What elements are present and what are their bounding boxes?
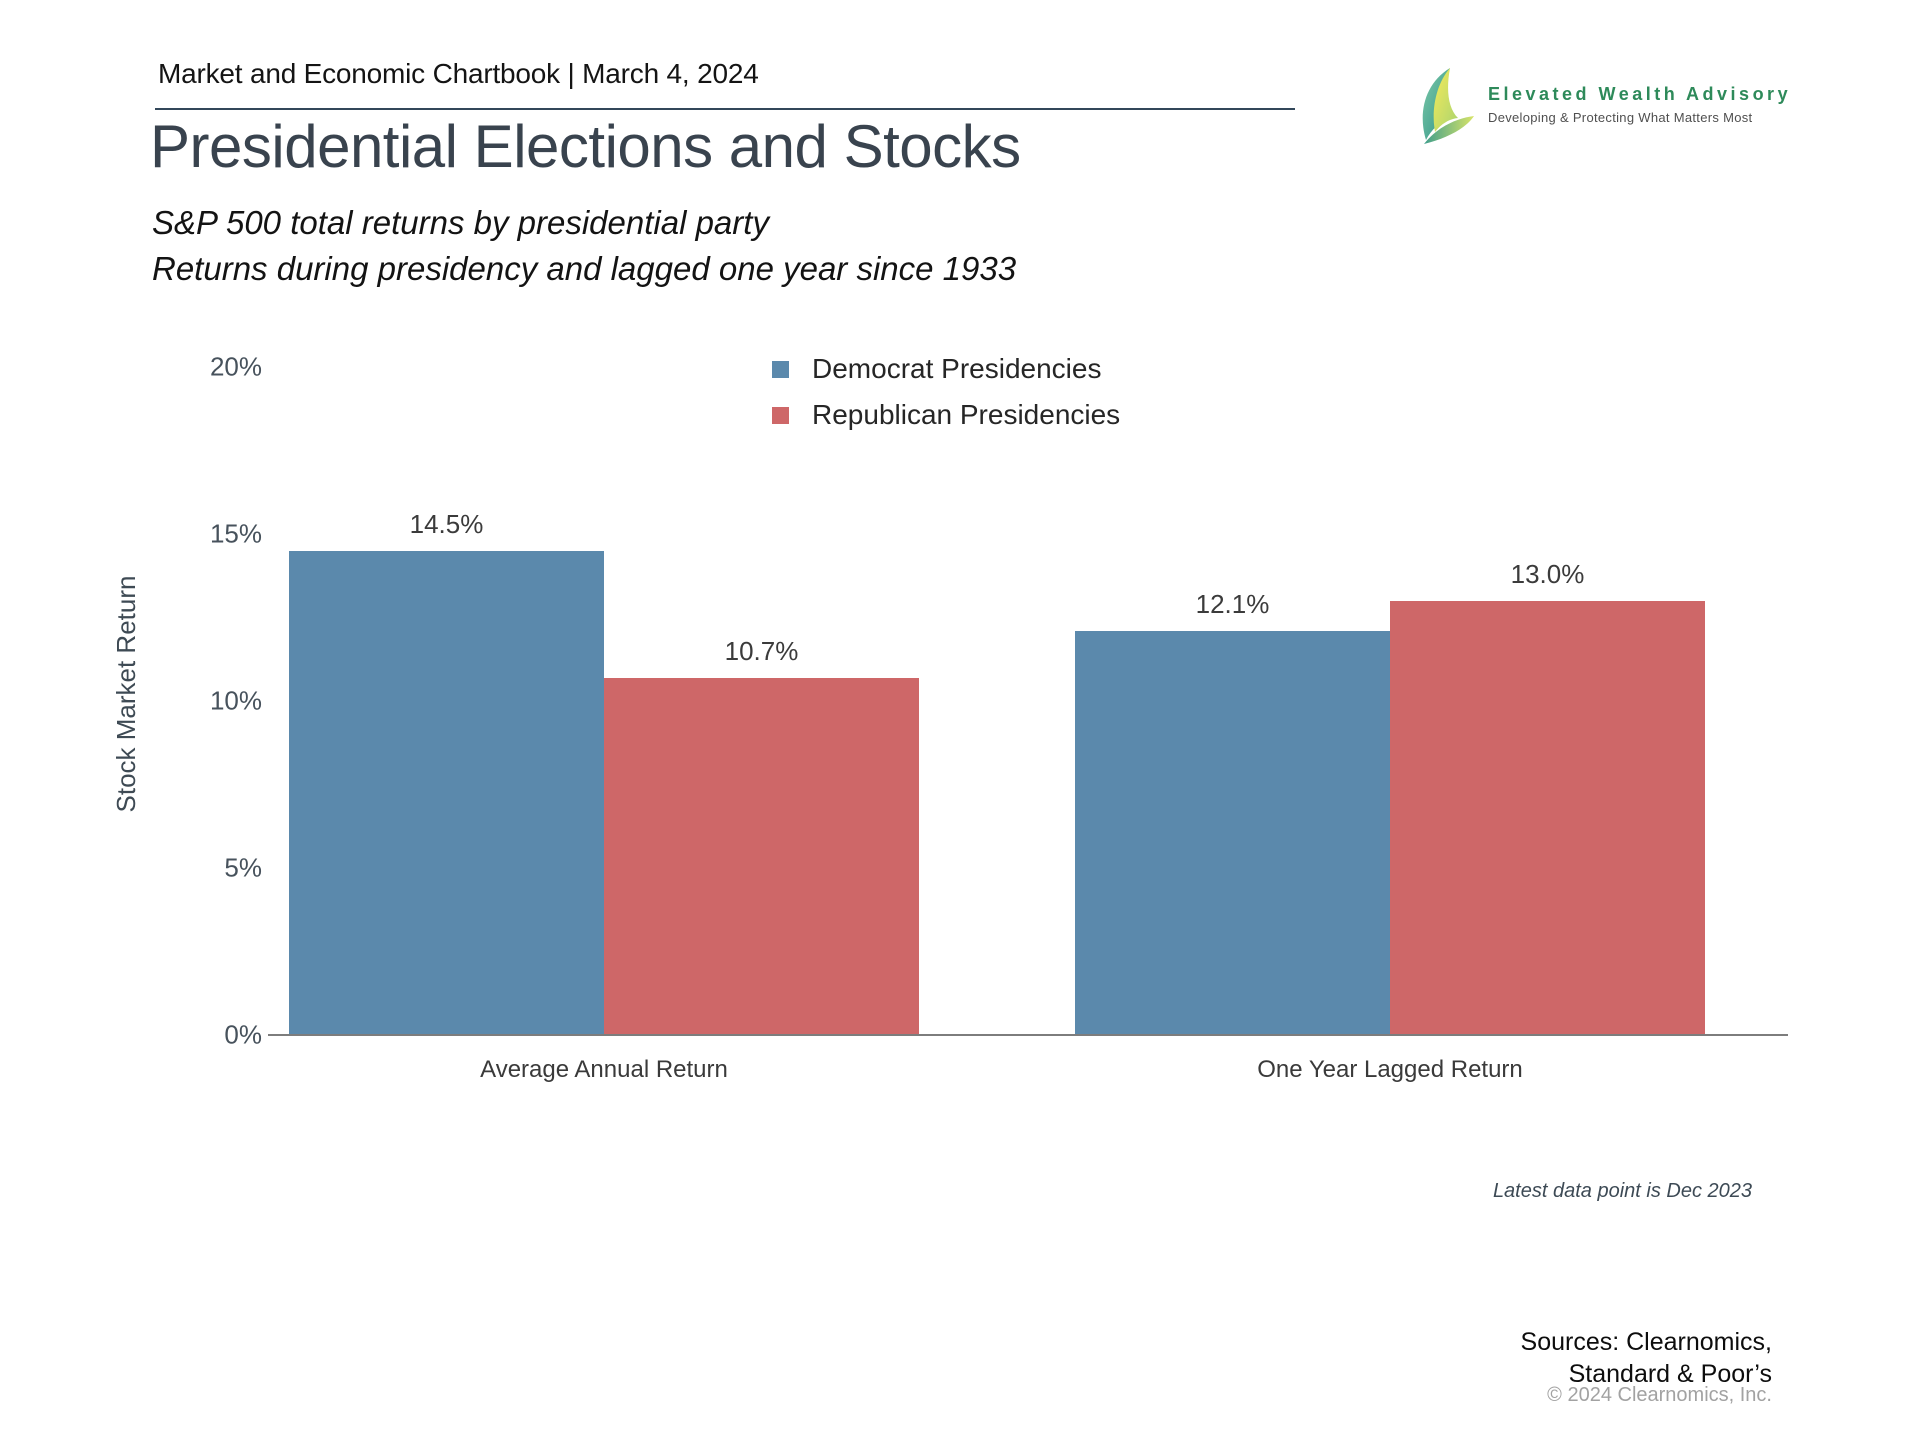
legend-label-republican-presidencies: Republican Presidencies xyxy=(812,399,1121,430)
subtitle-line-2: Returns during presidency and lagged one… xyxy=(152,250,1017,287)
copyright-note: © 2024 Clearnomics, Inc. xyxy=(1547,1384,1772,1406)
legend-swatch-democrat-presidencies xyxy=(772,360,789,378)
x-category-label-one-year-lagged-return: One Year Lagged Return xyxy=(1257,1056,1523,1083)
x-category-label-average-annual-return: Average Annual Return xyxy=(480,1056,728,1083)
page-title: Presidential Elections and Stocks xyxy=(150,113,1021,180)
bar-republican-presidencies-one-year-lagged-return xyxy=(1390,600,1705,1035)
bar-value-republican-presidencies-average-annual-return: 10.7% xyxy=(724,635,799,666)
bar-value-democrat-presidencies-one-year-lagged-return: 12.1% xyxy=(1195,588,1270,619)
y-tick-label-15: 15% xyxy=(209,518,262,549)
bar-democrat-presidencies-average-annual-return xyxy=(289,550,604,1035)
brand: Elevated Wealth Advisory Developing & Pr… xyxy=(1416,66,1791,150)
sources-note: Sources: Clearnomics, Standard & Poor’s xyxy=(1521,1326,1772,1390)
y-tick-label-5: 5% xyxy=(224,852,262,883)
y-tick-label-10: 10% xyxy=(209,685,262,716)
legend-swatch-republican-presidencies xyxy=(772,406,789,424)
bar-value-democrat-presidencies-average-annual-return: 14.5% xyxy=(409,508,484,539)
brand-text: Elevated Wealth Advisory Developing & Pr… xyxy=(1488,84,1791,125)
header-rule xyxy=(155,108,1295,110)
legend-item-republican-presidencies: Republican Presidencies xyxy=(772,398,1120,432)
y-tick-label-0: 0% xyxy=(224,1019,262,1050)
bar-republican-presidencies-average-annual-return xyxy=(604,677,919,1035)
legend-label-democrat-presidencies: Democrat Presidencies xyxy=(812,353,1102,384)
header-title: Market and Economic Chartbook | March 4,… xyxy=(158,58,759,89)
x-axis-line xyxy=(268,1034,1788,1036)
brand-name: Elevated Wealth Advisory xyxy=(1488,84,1792,104)
bar-value-republican-presidencies-one-year-lagged-return: 13.0% xyxy=(1510,558,1585,589)
brand-tagline: Developing & Protecting What Matters Mos… xyxy=(1488,110,1753,125)
subtitle-line-1: S&P 500 total returns by presidential pa… xyxy=(152,204,769,241)
chart-footnote: Latest data point is Dec 2023 xyxy=(1492,1180,1752,1202)
y-axis-title: Stock Market Return xyxy=(111,575,141,813)
sources-line-2: Standard & Poor’s xyxy=(1568,1360,1772,1388)
bar-democrat-presidencies-one-year-lagged-return xyxy=(1075,630,1390,1035)
legend-item-democrat-presidencies: Democrat Presidencies xyxy=(772,352,1101,386)
chart-subtitle: S&P 500 total returns by presidential pa… xyxy=(152,200,1016,292)
sources-line-1: Sources: Clearnomics, xyxy=(1520,1328,1772,1356)
brand-leaf-icon xyxy=(1422,68,1474,144)
y-tick-label-20: 20% xyxy=(209,351,262,382)
